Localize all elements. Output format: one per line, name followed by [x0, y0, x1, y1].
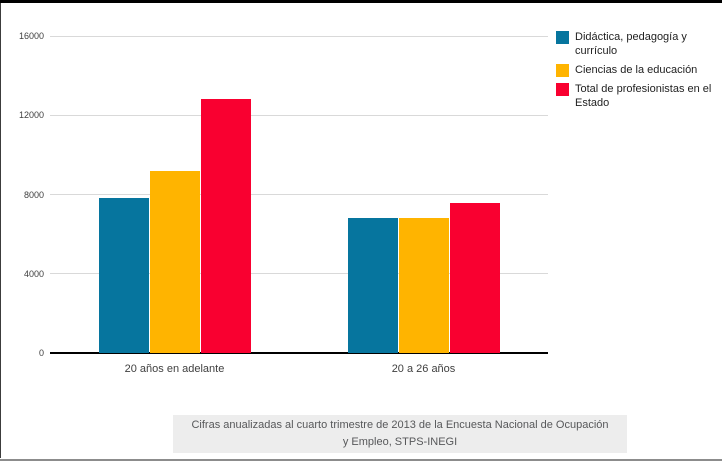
legend-label: Total de profesionistas en el Estado: [575, 83, 712, 109]
chart-caption: Cifras anualizadas al cuarto trimestre d…: [173, 415, 627, 453]
caption-line-1: Cifras anualizadas al cuarto trimestre d…: [191, 419, 609, 431]
bar-20-a-os-en-adelante-total-de-profesionistas-en-el-estado: [200, 99, 251, 353]
legend-swatch-icon: [556, 64, 569, 77]
legend-item-did-ctica-pedagog-a-y-curr-culo: Didáctica, pedagogía y currículo: [556, 30, 718, 58]
bar-20-a-26-a-os-ciencias-de-la-educaci-n: [398, 218, 449, 353]
gridline-12000: [50, 114, 548, 116]
y-tick-label-12000: 12000: [18, 110, 44, 121]
legend-swatch-icon: [556, 31, 569, 44]
x-category-label-20-a-26-a-os: 20 a 26 años: [391, 363, 456, 375]
y-tick-label-16000: 16000: [18, 31, 44, 41]
left-border-rule: [0, 3, 1, 458]
bar-20-a-26-a-os-did-ctica-pedagog-a-y-curr-culo: [347, 218, 398, 353]
legend-label: Didáctica, pedagogía y currículo: [575, 31, 687, 57]
x-category-label-20-a-os-en-adelante: 20 años en adelante: [124, 363, 225, 375]
gridline-4000: [50, 273, 548, 275]
bar-20-a-os-en-adelante-ciencias-de-la-educaci-n: [149, 170, 200, 353]
legend-swatch-icon: [556, 83, 569, 96]
chart-legend: Didáctica, pedagogía y currículo Ciencias…: [556, 30, 718, 115]
legend-item-total-de-profesionistas-en-el-estado: Total de profesionistas en el Estado: [556, 82, 718, 110]
bar-20-a-os-en-adelante-did-ctica-pedagog-a-y-curr-culo: [98, 198, 149, 353]
gridline-16000: [50, 35, 548, 37]
gridline-8000: [50, 194, 548, 195]
legend-label: Ciencias de la educación: [575, 64, 698, 76]
legend-item-ciencias-de-la-educaci-n: Ciencias de la educación: [556, 63, 718, 77]
bar-20-a-26-a-os-total-de-profesionistas-en-el-estado: [449, 203, 500, 353]
y-tick-label-8000: 8000: [23, 189, 44, 200]
x-axis-line: [50, 352, 548, 354]
bottom-border-rule: [0, 459, 722, 461]
y-tick-label-0: 0: [38, 348, 44, 358]
y-tick-label-4000: 4000: [23, 268, 44, 279]
caption-line-2: y Empleo, STPS-INEGI: [342, 436, 458, 448]
bar-chart-plot-area: 0 4000 8000 12000 16000 20 años en adelante 20…: [0, 3, 722, 403]
